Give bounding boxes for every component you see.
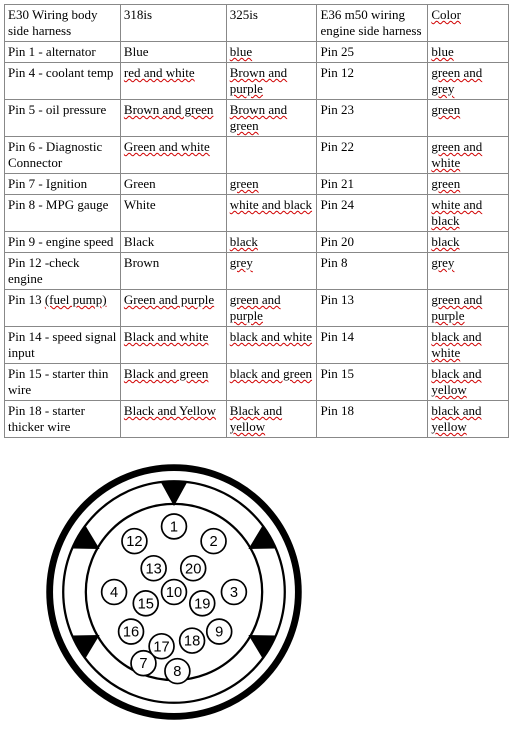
table-row: Pin 15 - starter thin wireBlack and gree… (5, 364, 509, 401)
table-cell: Pin 7 - Ignition (5, 174, 121, 195)
pin-label: 18 (184, 634, 200, 650)
table-cell: red and white (120, 63, 226, 100)
pin-label: 9 (215, 625, 223, 641)
table-row: Pin 14 - speed signal inputBlack and whi… (5, 327, 509, 364)
table-row: Pin 1 - alternatorBluebluePin 25blue (5, 42, 509, 63)
connector-diagram: 1212132041510193161718978 (4, 462, 513, 726)
table-cell: Pin 24 (317, 195, 428, 232)
table-row: Pin 13 (fuel pump)Green and purplegreen … (5, 290, 509, 327)
table-cell: Pin 14 (317, 327, 428, 364)
table-cell: black and green (226, 364, 317, 401)
table-cell: Pin 8 (317, 253, 428, 290)
table-cell: 325is (226, 5, 317, 42)
table-cell: Pin 12 (317, 63, 428, 100)
pin-label: 20 (185, 561, 201, 577)
table-cell: Brown (120, 253, 226, 290)
table-cell: 318is (120, 5, 226, 42)
table-cell: E36 m50 wiring engine side harness (317, 5, 428, 42)
table-cell: Brown and purple (226, 63, 317, 100)
pin-label: 10 (166, 585, 182, 601)
table-row: Pin 8 - MPG gaugeWhitewhite and blackPin… (5, 195, 509, 232)
table-cell: Pin 1 - alternator (5, 42, 121, 63)
table-cell: Black (120, 232, 226, 253)
pin-label: 1 (170, 519, 178, 535)
pin-label: 13 (145, 561, 161, 577)
table-cell: Black and yellow (226, 401, 317, 438)
table-cell: Green and white (120, 137, 226, 174)
table-cell: green and white (428, 137, 509, 174)
table-cell: Pin 5 - oil pressure (5, 100, 121, 137)
table-cell: black and yellow (428, 401, 509, 438)
table-cell: Pin 21 (317, 174, 428, 195)
table-cell: Pin 14 - speed signal input (5, 327, 121, 364)
table-cell: Pin 22 (317, 137, 428, 174)
table-cell: white and black (226, 195, 317, 232)
table-cell: blue (428, 42, 509, 63)
table-row: Pin 5 - oil pressureBrown and greenBrown… (5, 100, 509, 137)
table-cell: blue (226, 42, 317, 63)
table-cell: E30 Wiring body side harness (5, 5, 121, 42)
table-cell: Green and purple (120, 290, 226, 327)
table-cell: Pin 9 - engine speed (5, 232, 121, 253)
table-row: Pin 6 - Diagnostic ConnectorGreen and wh… (5, 137, 509, 174)
table-cell: Color (428, 5, 509, 42)
table-cell: Pin 12 -check engine (5, 253, 121, 290)
table-cell: Pin 13 (fuel pump) (5, 290, 121, 327)
table-cell: black and yellow (428, 364, 509, 401)
table-cell: Pin 25 (317, 42, 428, 63)
table-row: Pin 7 - IgnitionGreengreenPin 21green (5, 174, 509, 195)
table-cell: grey (226, 253, 317, 290)
pin-label: 4 (110, 585, 118, 601)
table-cell: White (120, 195, 226, 232)
table-cell: Black and green (120, 364, 226, 401)
table-cell: black (428, 232, 509, 253)
table-cell: Pin 13 (317, 290, 428, 327)
pin-label: 2 (209, 534, 217, 550)
table-cell: Pin 18 - starter thicker wire (5, 401, 121, 438)
pin-label: 16 (123, 625, 139, 641)
table-row: Pin 9 - engine speedBlackblackPin 20blac… (5, 232, 509, 253)
pin-label: 3 (230, 585, 238, 601)
pin-label: 15 (138, 596, 154, 612)
table-cell: Pin 15 - starter thin wire (5, 364, 121, 401)
table-cell: black (226, 232, 317, 253)
table-cell: Pin 20 (317, 232, 428, 253)
pin-label: 17 (153, 639, 169, 655)
table-cell (226, 137, 317, 174)
table-cell: black and white (226, 327, 317, 364)
table-cell: Pin 4 - coolant temp (5, 63, 121, 100)
table-row: Pin 12 -check engineBrowngreyPin 8grey (5, 253, 509, 290)
table-cell: grey (428, 253, 509, 290)
table-cell: green and purple (428, 290, 509, 327)
table-row: Pin 4 - coolant tempred and whiteBrown a… (5, 63, 509, 100)
table-cell: Black and Yellow (120, 401, 226, 438)
pin-label: 19 (194, 596, 210, 612)
wiring-table: E30 Wiring body side harness318is325isE3… (4, 4, 509, 438)
table-cell: green (226, 174, 317, 195)
pin-label: 8 (173, 664, 181, 680)
table-cell: Pin 18 (317, 401, 428, 438)
table-cell: Pin 8 - MPG gauge (5, 195, 121, 232)
table-cell: Pin 6 - Diagnostic Connector (5, 137, 121, 174)
pin-label: 7 (139, 656, 147, 672)
table-cell: green and purple (226, 290, 317, 327)
pin-label: 12 (126, 534, 142, 550)
table-cell: white and black (428, 195, 509, 232)
table-row: Pin 18 - starter thicker wireBlack and Y… (5, 401, 509, 438)
table-cell: green (428, 174, 509, 195)
table-cell: Brown and green (120, 100, 226, 137)
table-cell: green (428, 100, 509, 137)
table-cell: Pin 15 (317, 364, 428, 401)
table-cell: Black and white (120, 327, 226, 364)
table-cell: Green (120, 174, 226, 195)
table-cell: Brown and green (226, 100, 317, 137)
table-cell: Blue (120, 42, 226, 63)
table-cell: green and grey (428, 63, 509, 100)
table-cell: Pin 23 (317, 100, 428, 137)
table-cell: black and white (428, 327, 509, 364)
table-row: E30 Wiring body side harness318is325isE3… (5, 5, 509, 42)
